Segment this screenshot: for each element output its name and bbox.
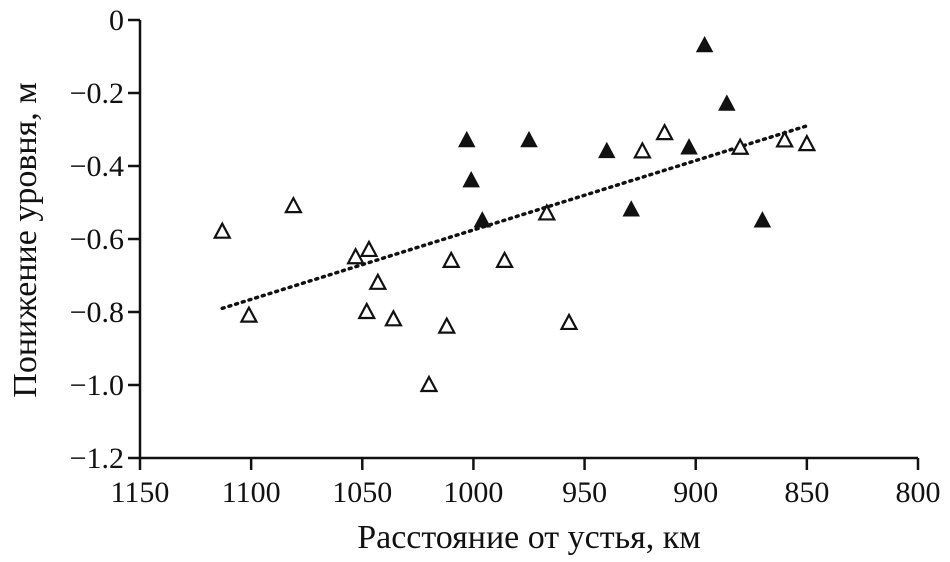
filled-triangle-point [622, 200, 641, 217]
open-triangle-point [212, 221, 232, 239]
open-triangle-point [239, 305, 259, 323]
open-triangle-point [437, 316, 457, 334]
axes [138, 20, 918, 460]
open-triangle-point [730, 137, 750, 155]
data-points [212, 35, 817, 393]
y-tick-label: −0.8 [70, 296, 124, 329]
filled-triangle-point [520, 130, 538, 148]
filled-triangle-point [458, 130, 476, 148]
open-triangle-point [633, 141, 652, 159]
x-tick-label: 800 [896, 476, 941, 509]
open-triangle-point [655, 122, 674, 141]
open-triangle-point [419, 374, 439, 393]
open-triangle-point [346, 246, 365, 265]
y-tick-label: −0.6 [70, 223, 124, 256]
open-triangle-point [384, 308, 403, 327]
filled-triangle-point [680, 138, 698, 155]
filled-triangle-point [462, 171, 480, 188]
filled-triangle-point [753, 211, 772, 228]
trend-line [220, 124, 809, 311]
y-tick-label: −1.0 [70, 369, 124, 402]
open-triangle-point [441, 250, 461, 268]
open-triangle-point [797, 133, 817, 152]
open-triangle-point [368, 272, 388, 290]
open-triangle-point [495, 250, 514, 268]
filled-triangle-point [473, 211, 492, 228]
open-triangle-point [559, 312, 579, 331]
x-tick-label: 1000 [443, 476, 503, 509]
filled-triangle-point [598, 141, 616, 159]
x-tick-label: 1150 [111, 476, 170, 509]
open-triangle-point [775, 130, 794, 148]
open-triangle-point [284, 195, 303, 214]
y-axis-title: Понижение уровня, м [7, 82, 44, 397]
x-tick-label: 950 [562, 476, 607, 509]
y-tick-label: −0.4 [70, 150, 124, 183]
open-triangle-point [359, 239, 379, 258]
y-tick-label: −1.2 [70, 442, 124, 475]
y-tick-label: 0 [109, 4, 124, 37]
open-triangle-point [357, 301, 377, 320]
filled-triangle-point [718, 94, 736, 111]
x-tick-label: 850 [784, 476, 829, 509]
y-tick-label: −0.2 [70, 77, 124, 110]
x-axis-title: Расстояние от устья, км [357, 519, 701, 556]
x-tick-label: 900 [673, 476, 718, 509]
open-triangle-point [537, 203, 557, 221]
filled-triangle-point [695, 35, 714, 53]
x-tick-label: 1100 [222, 476, 281, 509]
x-tick-label: 1050 [332, 476, 392, 509]
